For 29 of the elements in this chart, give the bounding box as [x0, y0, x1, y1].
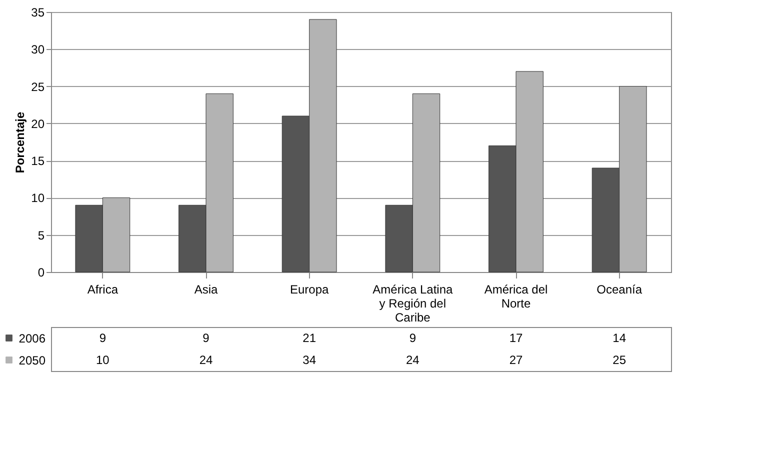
- data-label: 9: [202, 331, 210, 345]
- data-label: 34: [302, 353, 316, 367]
- legend-label: 2006: [18, 332, 46, 346]
- data-label: 25: [612, 353, 626, 367]
- y-tick-label: 5: [38, 228, 45, 242]
- y-tick-label: 15: [31, 154, 45, 168]
- data-label: 17: [509, 331, 523, 345]
- x-tick-label: Europa: [290, 282, 330, 296]
- y-tick-label: 25: [31, 80, 45, 94]
- data-label: 21: [302, 331, 316, 345]
- x-tick-label: Oceanía: [596, 282, 642, 296]
- x-tick-label: Africa: [87, 282, 118, 296]
- data-label: 10: [96, 353, 110, 367]
- y-axis-title: Porcentaje: [13, 111, 28, 174]
- data-label: 9: [99, 331, 106, 345]
- y-tick-label: 20: [31, 116, 45, 131]
- x-tick-label: América del Norte: [484, 282, 548, 310]
- y-tick-label: 35: [31, 6, 45, 20]
- y-tick-label: 30: [31, 42, 45, 57]
- data-label: 14: [612, 331, 626, 345]
- data-label: 24: [199, 353, 213, 367]
- data-label: 9: [409, 331, 416, 345]
- legend-label: 2050: [18, 354, 46, 368]
- data-label: 24: [406, 353, 420, 367]
- y-tick-label: 10: [31, 191, 45, 206]
- x-tick-label: Asia: [194, 282, 218, 296]
- y-tick-label: 0: [38, 266, 45, 280]
- x-tick-label: América Latina y Región del Caribe: [372, 282, 454, 324]
- data-label: 27: [509, 353, 523, 367]
